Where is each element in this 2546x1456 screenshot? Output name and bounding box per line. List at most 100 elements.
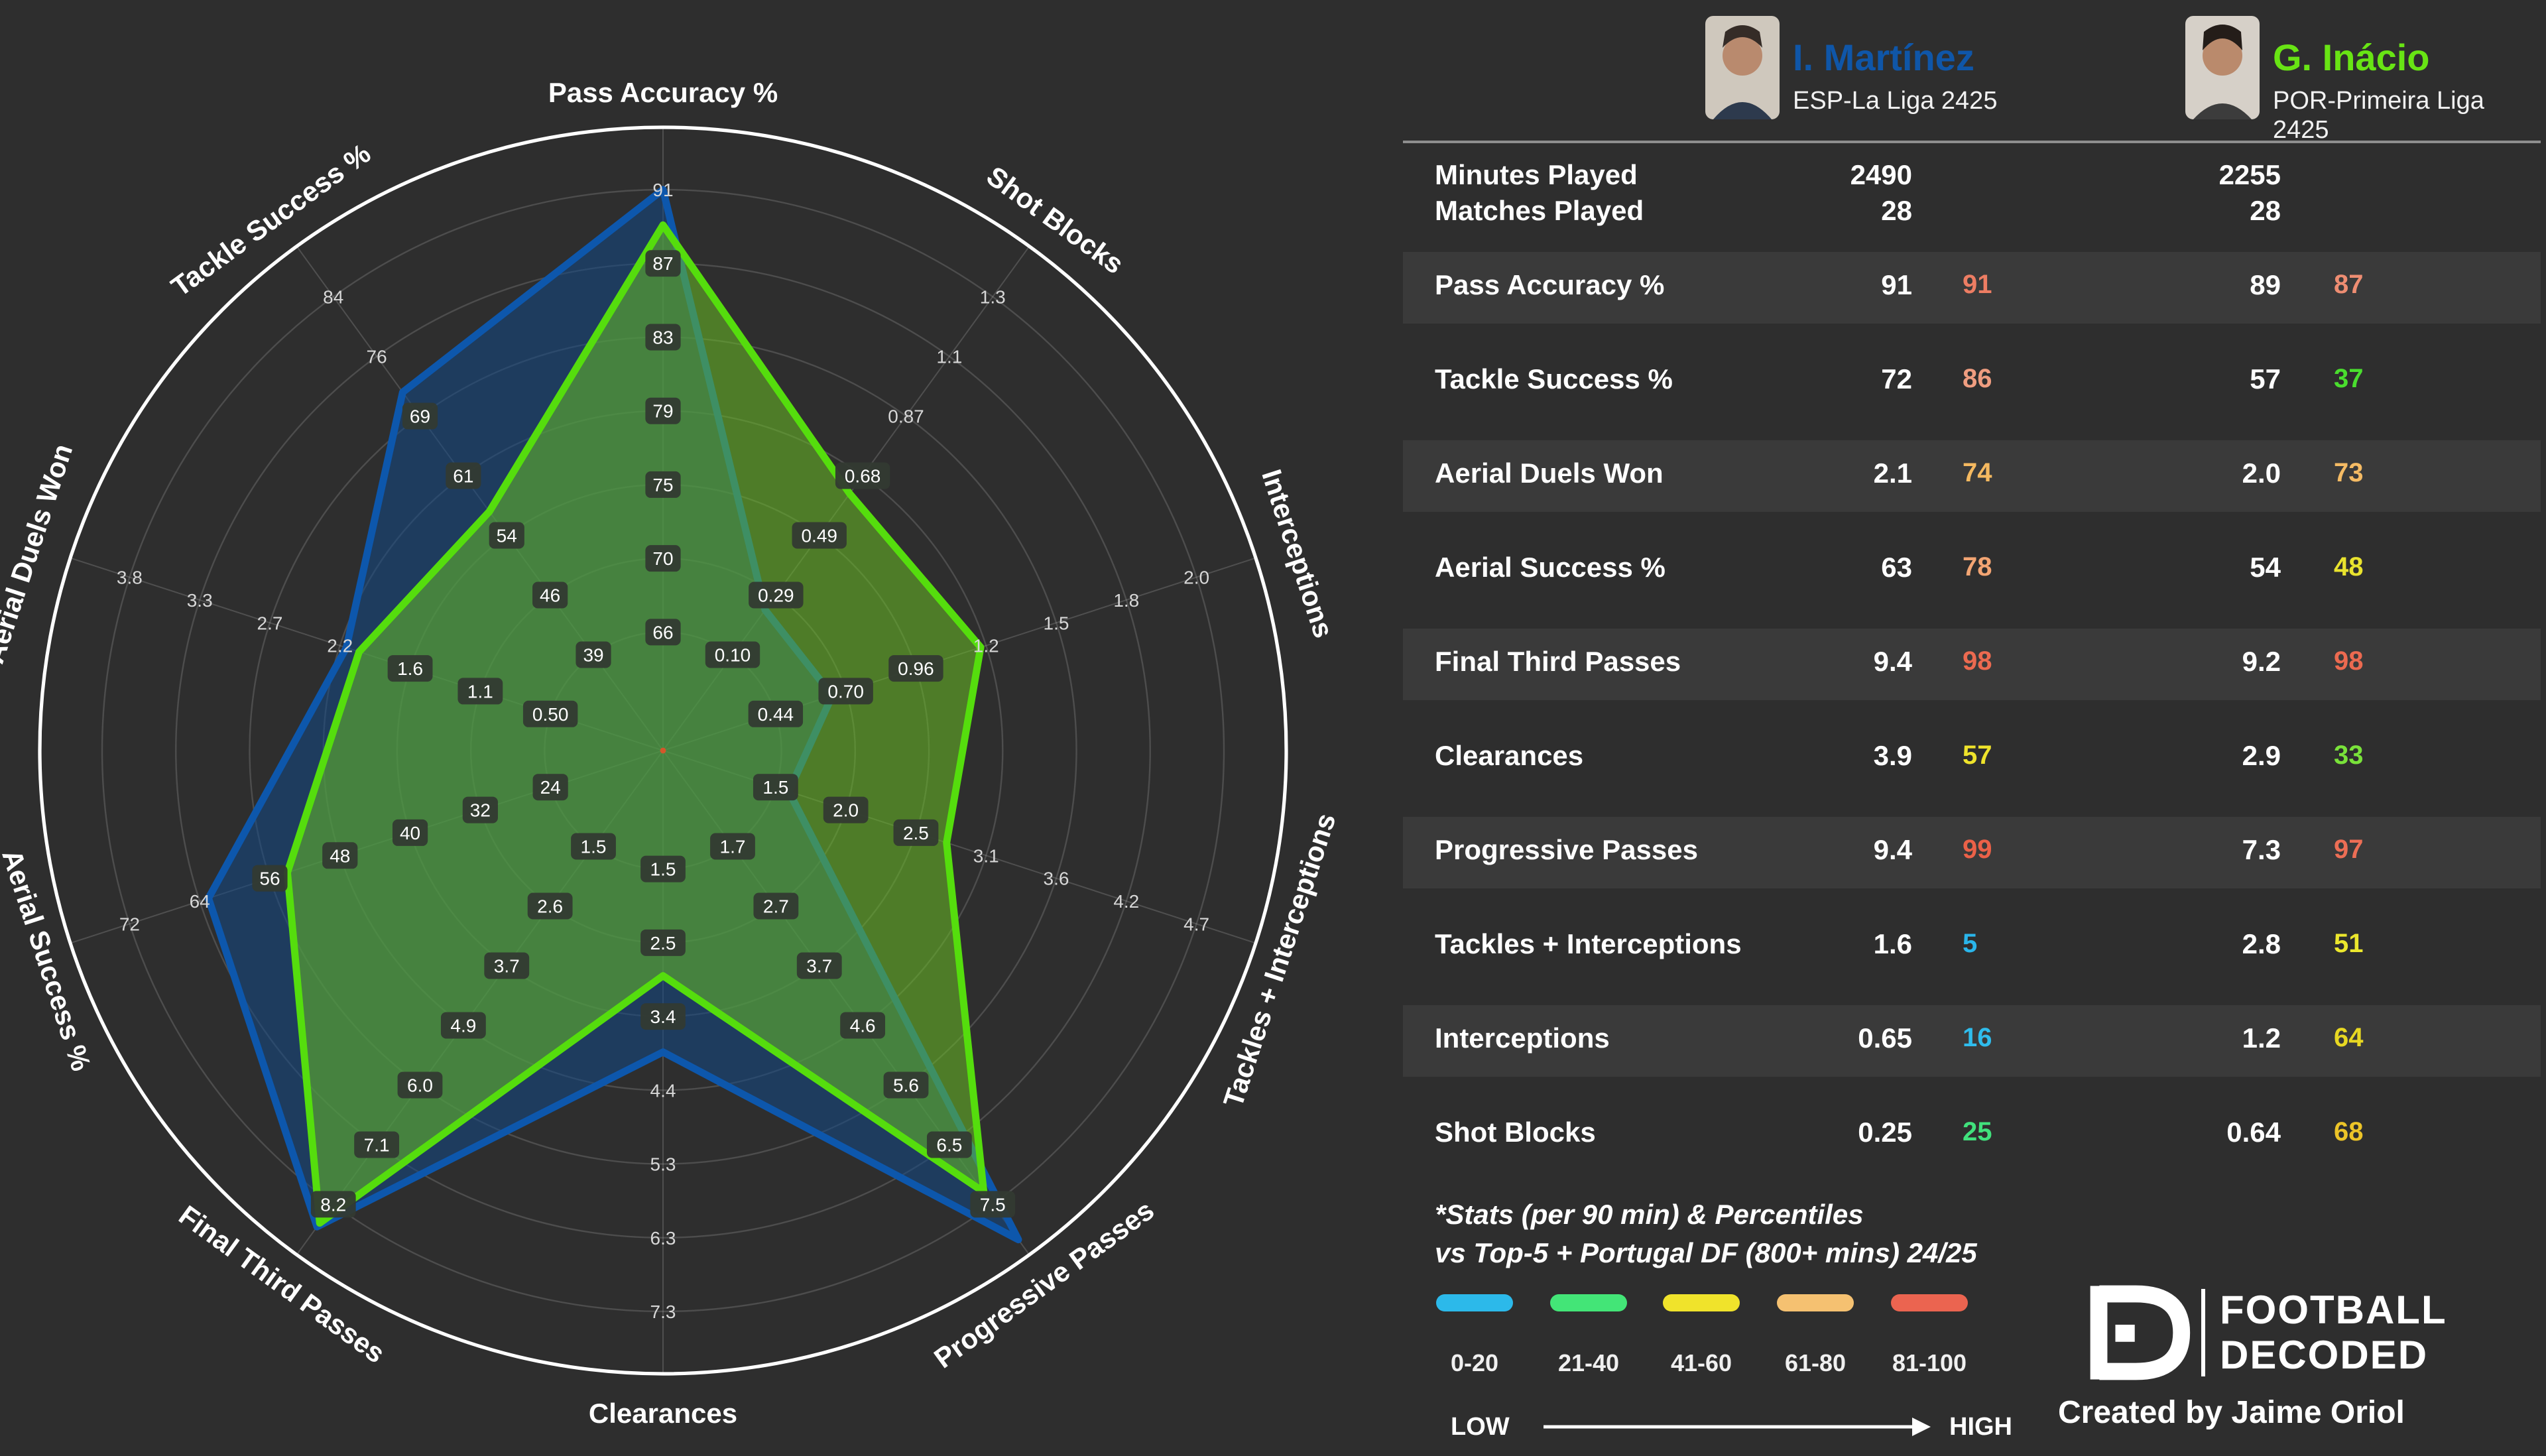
- stat-row-pct1: 74: [1963, 459, 1992, 488]
- radar-tick-label: 83: [652, 327, 673, 347]
- legend-pill-61-80: [1777, 1294, 1854, 1311]
- radar-tick-box: [710, 833, 755, 860]
- stat-row-pct1: 99: [1963, 835, 1992, 865]
- radar-tick-box: [532, 581, 568, 609]
- radar-tick-label: 75: [652, 475, 673, 495]
- radar-tick-label: 4.6: [850, 1015, 876, 1036]
- legend-bucket-label: 61-80: [1784, 1350, 1847, 1376]
- stat-row-pct1: 98: [1963, 647, 1992, 676]
- info-row-value2: 2255: [2218, 160, 2281, 191]
- player1-photo: [1705, 16, 1780, 119]
- radar-tick-label: 0.68: [845, 466, 881, 487]
- radar-tick-box: [970, 1191, 1016, 1218]
- stat-row-label: Tackle Success %: [1435, 365, 1673, 395]
- stat-row-value2: 89: [2250, 271, 2281, 301]
- header-divider: [1403, 141, 2541, 143]
- radar-tick-label: 7.3: [650, 1302, 676, 1322]
- radar-tick-box: [252, 865, 288, 892]
- radar-tick-box: [571, 833, 616, 860]
- stat-row-value1: 2.1: [1873, 459, 1912, 489]
- stat-row-value1: 9.4: [1873, 647, 1912, 678]
- stat-row-pct1: 78: [1963, 553, 1992, 582]
- radar-tick-label: 46: [540, 585, 560, 606]
- radar-tick-box: [645, 324, 681, 351]
- radar-tick-label: 2.5: [903, 823, 929, 843]
- radar-tick-box: [527, 892, 573, 920]
- brand-word1: FOOTBALL: [2220, 1289, 2447, 1333]
- radar-axis-title: Clearances: [589, 1398, 737, 1429]
- radar-tick-label: 2.7: [763, 896, 789, 916]
- radar-tick-label: 0.70: [827, 681, 864, 701]
- legend-pill-81-100: [1891, 1294, 1968, 1311]
- brand-credit: Created by Jaime Oriol: [2058, 1395, 2405, 1431]
- radar-chart: 66 70 75 79 83 87 91 Pass Accuracy % 0.10 0.29 0.4…: [0, 77, 1341, 1429]
- legend-high-label: HIGH: [1949, 1414, 2012, 1441]
- legend-bucket-label: 81-100: [1892, 1350, 1967, 1376]
- stat-row-pct2: 68: [2334, 1118, 2364, 1147]
- stat-row-pct2: 64: [2334, 1024, 2364, 1053]
- radar-tick-label: 40: [400, 823, 420, 843]
- radar-tick-box: [818, 678, 873, 705]
- radar-tick-box: [705, 641, 760, 668]
- radar-tick-box: [792, 522, 847, 549]
- player2-league: POR-Primeira Liga 2425: [2273, 88, 2484, 145]
- stat-row-label: Interceptions: [1435, 1024, 1610, 1054]
- radar-tick-box: [645, 619, 681, 646]
- footnote-line1: *Stats (per 90 min) & Percentiles: [1435, 1200, 1864, 1231]
- radar-tick-box: [446, 462, 481, 489]
- radar-tick-label: 69: [410, 406, 430, 427]
- stat-row-value2: 54: [2250, 553, 2281, 583]
- radar-tick-label: 79: [652, 401, 673, 422]
- stat-row-pct2: 48: [2334, 553, 2364, 582]
- radar-tick-label: 0.29: [758, 585, 794, 606]
- radar-tick-label: 1.5: [581, 836, 607, 857]
- stat-row-value1: 0.65: [1858, 1024, 1912, 1054]
- radar-tick-box: [354, 1131, 400, 1158]
- radar-tick-box: [310, 1191, 356, 1218]
- radar-tick-label: 3.7: [494, 955, 520, 976]
- radar-tick-box: [835, 462, 890, 489]
- radar-tick-label: 0.49: [801, 526, 837, 546]
- radar-tick-box: [645, 397, 681, 424]
- radar-outer-circle: [38, 125, 1288, 1376]
- radar-tick-label: 54: [497, 526, 517, 546]
- stat-row-label: Final Third Passes: [1435, 647, 1681, 678]
- stat-row-value2: 1.2: [2242, 1024, 2281, 1054]
- radar-tick-label: 3.6: [1044, 869, 1069, 889]
- stat-row-value1: 3.9: [1873, 741, 1912, 772]
- brand-wordmark: FOOTBALL DECODED: [2220, 1289, 2447, 1379]
- brand-separator: [2201, 1289, 2205, 1376]
- legend-pill-0-20: [1436, 1294, 1513, 1311]
- radar-tick-label: 7.1: [364, 1134, 390, 1155]
- legend-bucket-label: 0-20: [1450, 1350, 1499, 1376]
- legend-pill-41-60: [1663, 1294, 1740, 1311]
- radar-tick-label: 6.0: [407, 1075, 433, 1095]
- radar-tick-box: [753, 892, 799, 920]
- radar-tick-label: 0.96: [898, 658, 934, 679]
- radar-tick-box: [840, 1012, 886, 1039]
- player1-avatar-icon: [1705, 16, 1780, 119]
- stat-row-pct1: 86: [1963, 365, 1992, 394]
- stat-row-pct2: 97: [2334, 835, 2364, 865]
- radar-tick-box: [888, 655, 943, 682]
- footnote: *Stats (per 90 min) & Percentiles vs Top…: [1435, 1196, 1977, 1273]
- stat-row-pct1: 91: [1963, 271, 1992, 300]
- radar-tick-label: 24: [540, 777, 561, 798]
- radar-tick-label: 4.7: [1183, 914, 1209, 934]
- info-row-label: Matches Played: [1435, 196, 1644, 227]
- radar-tick-label: 32: [470, 800, 491, 821]
- footnote-line2: vs Top-5 + Portugal DF (800+ mins) 24/25: [1435, 1239, 1977, 1269]
- radar-tick-label: 56: [259, 869, 280, 889]
- radar-tick-box: [462, 796, 498, 823]
- player1-name: I. Martínez: [1793, 37, 1974, 78]
- radar-tick-label: 70: [652, 548, 673, 569]
- radar-tick-label: 2.2: [327, 636, 353, 656]
- stat-row-value1: 91: [1881, 271, 1912, 301]
- radar-tick-label: 1.6: [397, 658, 423, 679]
- brand-word2: DECODED: [2220, 1334, 2429, 1378]
- radar-tick-label: 39: [583, 645, 603, 666]
- radar-tick-label: 3.8: [117, 568, 143, 588]
- radar-tick-box: [397, 1071, 443, 1099]
- radar-tick-box: [440, 1012, 486, 1039]
- radar-tick-label: 66: [652, 622, 673, 642]
